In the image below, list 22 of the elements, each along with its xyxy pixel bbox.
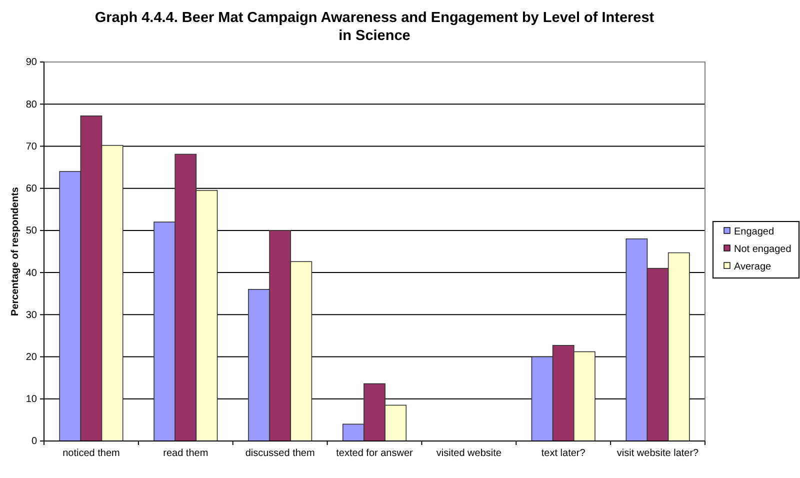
legend-label: Average xyxy=(734,262,772,272)
y-tick-label: 60 xyxy=(26,184,38,195)
x-tick-label: discussed them xyxy=(245,448,315,459)
x-tick-label: read them xyxy=(163,448,208,459)
y-tick-label: 10 xyxy=(26,394,38,406)
y-tick-label: 80 xyxy=(26,99,38,110)
legend-label: Not engaged xyxy=(734,244,792,255)
y-tick-label: 90 xyxy=(26,57,38,68)
y-tick-label: 0 xyxy=(31,436,38,448)
y-tick-label: 70 xyxy=(26,141,38,152)
x-tick-label: text later? xyxy=(541,448,586,459)
y-tick-label: 30 xyxy=(26,310,38,321)
legend-label: Engaged xyxy=(734,226,774,238)
y-axis-title: Percentage of respondents xyxy=(10,186,21,316)
x-tick-label: texted for answer xyxy=(336,448,414,459)
x-tick-label: noticed them xyxy=(62,448,120,459)
x-tick-label: visited website xyxy=(436,448,502,459)
y-tick-label: 20 xyxy=(26,352,38,363)
chart-title: Graph 4.4.4. Beer Mat Campaign Awareness and Engagement by Level of Interest in Science xyxy=(94,10,654,44)
x-tick-label: visit website later? xyxy=(616,448,700,459)
y-tick-label: 40 xyxy=(26,268,38,279)
y-tick-label: 50 xyxy=(26,226,38,237)
